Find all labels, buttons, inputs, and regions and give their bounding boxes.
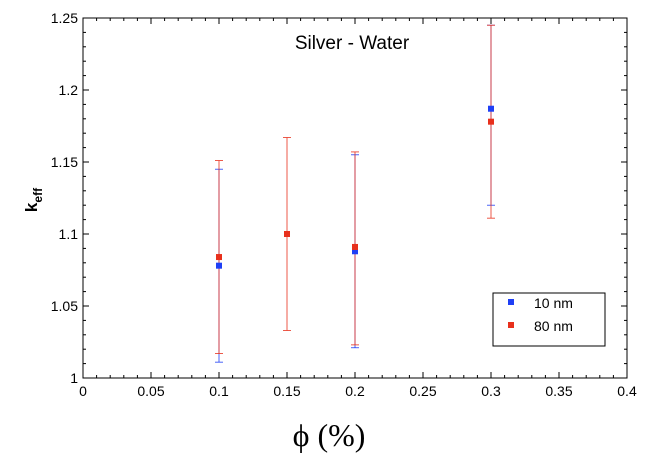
y-tick-labels: 1 1.05 1.1 1.15 1.2 1.25 <box>51 10 78 386</box>
data-point <box>284 231 290 237</box>
y-tick-label: 1.05 <box>51 298 78 314</box>
y-axis-label-subscript: eff <box>31 187 45 203</box>
legend-marker-10nm <box>508 299 514 305</box>
x-axis-label: ϕ (%) <box>293 417 366 453</box>
chart-title: Silver - Water <box>295 33 410 54</box>
data-point <box>216 262 222 269</box>
data-point <box>352 243 358 250</box>
data-point <box>352 248 358 255</box>
data-point <box>488 105 494 112</box>
y-axis-label: keff <box>22 187 45 212</box>
x-tick-label: 0.2 <box>345 383 365 399</box>
series-markers-1 <box>216 118 494 261</box>
x-tick-label: 0.15 <box>273 383 300 399</box>
legend-label-80nm: 80 nm <box>534 318 573 334</box>
axis-ticks <box>82 17 628 379</box>
x-tick-label: 0.1 <box>209 383 229 399</box>
x-tick-label: 0.35 <box>545 383 572 399</box>
x-tick-label: 0.25 <box>409 383 436 399</box>
x-tick-label: 0.3 <box>481 383 501 399</box>
series-1 <box>215 24 495 354</box>
legend: 10 nm 80 nm <box>492 292 606 347</box>
y-tick-label: 1.2 <box>59 82 79 98</box>
y-tick-label: 1.15 <box>51 154 78 170</box>
series-markers-0 <box>216 105 494 269</box>
x-tick-labels: 0 0.05 0.1 0.15 0.2 0.25 0.3 0.35 0.4 <box>79 383 637 399</box>
x-tick-label: 0.05 <box>137 383 164 399</box>
y-tick-label: 1.1 <box>59 226 79 242</box>
series-layer <box>215 24 495 363</box>
data-point <box>488 118 494 125</box>
y-tick-label: 1.25 <box>51 10 78 26</box>
x-tick-label: 0.4 <box>617 383 637 399</box>
y-tick-label: 1 <box>70 370 78 386</box>
legend-label-10nm: 10 nm <box>534 295 573 311</box>
legend-marker-80nm <box>508 322 514 328</box>
data-point <box>216 254 222 261</box>
x-tick-label: 0 <box>79 383 87 399</box>
y-axis-label-main: k <box>22 202 41 212</box>
